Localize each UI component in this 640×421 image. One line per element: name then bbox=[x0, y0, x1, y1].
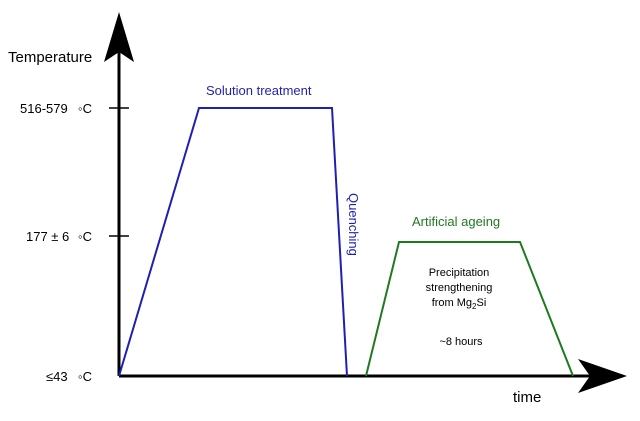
ageing-note-line2: strengthening bbox=[426, 282, 493, 294]
ageing-duration-note: ~8 hours bbox=[439, 336, 483, 348]
artificial-ageing-label: Artificial ageing bbox=[412, 214, 500, 229]
x-axis-label: time bbox=[513, 389, 541, 406]
solution-treatment-curve bbox=[118, 107, 348, 377]
tick-label-high-value: 516-579 bbox=[20, 101, 68, 116]
tick-label-mid-unit: ◦C bbox=[78, 229, 92, 244]
ageing-note-line3-suffix: Si bbox=[477, 297, 487, 309]
tick-label-low-unit: ◦C bbox=[78, 369, 92, 384]
tick-label-high-unit: ◦C bbox=[78, 101, 92, 116]
x-axis-arrow-icon bbox=[578, 359, 627, 393]
y-axis-label: Temperature bbox=[8, 49, 92, 66]
solution-treatment-label: Solution treatment bbox=[206, 83, 312, 98]
artificial-ageing-curve bbox=[365, 241, 574, 377]
axes bbox=[104, 12, 627, 393]
quenching-label: Quenching bbox=[346, 193, 361, 256]
tick-label-mid-value: 177 ± 6 bbox=[26, 229, 69, 244]
y-axis-arrow-icon bbox=[104, 12, 134, 62]
ageing-note-line3-prefix: from Mg bbox=[432, 297, 472, 309]
tick-label-low-value: ≤43 bbox=[46, 369, 68, 384]
ageing-note-line3-sub: 2 bbox=[472, 302, 477, 311]
ageing-note-line1: Precipitation bbox=[429, 267, 490, 279]
ageing-note-line3: from Mg2Si bbox=[432, 297, 487, 311]
